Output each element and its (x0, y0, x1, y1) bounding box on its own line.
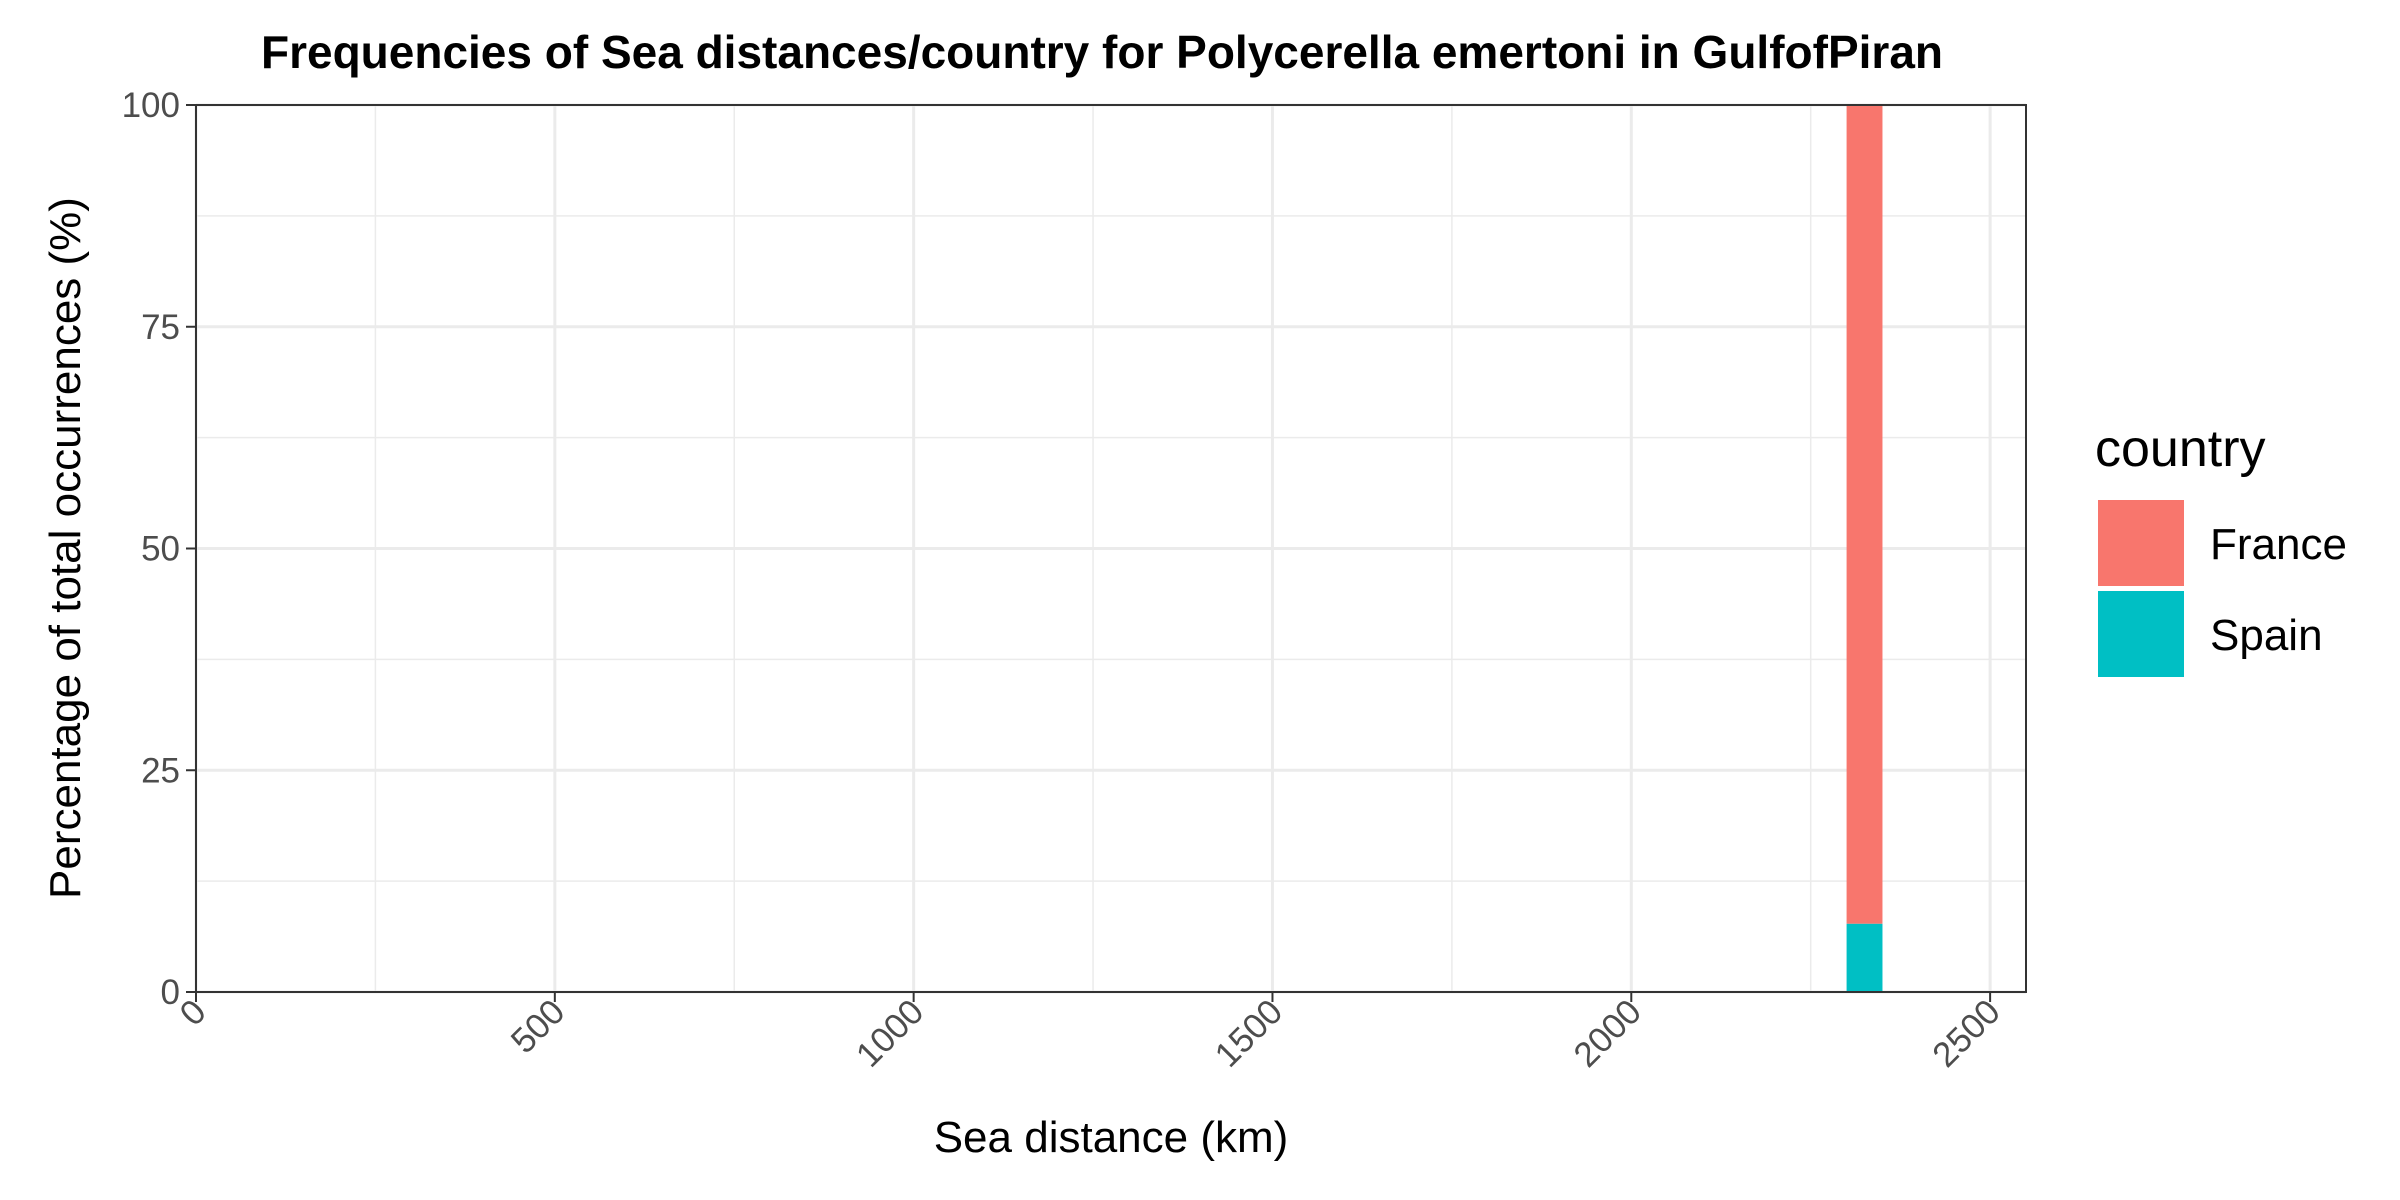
y-tick-label-1: 25 (141, 751, 180, 790)
x-tick-label-3: 1500 (1207, 992, 1290, 1075)
x-axis-title: Sea distance (km) (934, 1113, 1289, 1162)
chart-title: Frequencies of Sea distances/country for… (261, 26, 1943, 78)
x-tick-label-0: 0 (172, 992, 213, 1033)
x-tick-label-2: 1000 (849, 992, 932, 1075)
x-tick-label-5: 2500 (1925, 992, 2008, 1075)
legend-title: country (2095, 420, 2266, 478)
x-tick-label-1: 500 (504, 992, 573, 1061)
legend: country France Spain (2095, 420, 2347, 677)
y-tick-label-0: 0 (161, 973, 180, 1012)
legend-label-france: France (2210, 520, 2347, 569)
legend-label-spain: Spain (2210, 611, 2323, 660)
legend-key-spain (2098, 591, 2184, 677)
y-tick-label-4: 100 (122, 86, 180, 125)
x-tick-label-4: 2000 (1566, 992, 1649, 1075)
bar-france-0 (1846, 105, 1883, 924)
legend-key-france (2098, 500, 2184, 586)
y-tick-label-3: 75 (141, 308, 180, 347)
bar-spain-0 (1846, 923, 1883, 992)
x-axis: 0 500 1000 1500 2000 2500 (172, 992, 2008, 1075)
y-axis-title: Percentage of total occurrences (%) (41, 197, 90, 899)
bars (1846, 105, 1883, 992)
y-axis: 0 25 50 75 100 (122, 86, 196, 1012)
y-tick-label-2: 50 (141, 530, 180, 569)
